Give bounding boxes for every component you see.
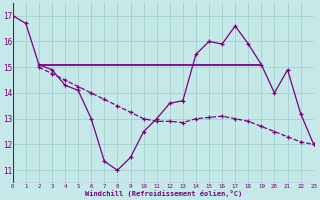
- X-axis label: Windchill (Refroidissement éolien,°C): Windchill (Refroidissement éolien,°C): [84, 190, 242, 197]
